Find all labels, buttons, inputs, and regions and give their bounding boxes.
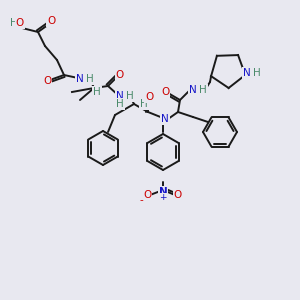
- Text: H: H: [126, 91, 134, 101]
- Text: N: N: [159, 187, 167, 197]
- Text: -: -: [139, 195, 143, 205]
- Text: H: H: [10, 18, 18, 28]
- Text: H: H: [116, 99, 124, 109]
- Text: H: H: [93, 87, 101, 97]
- Text: H: H: [199, 85, 207, 95]
- Text: H: H: [86, 74, 94, 84]
- Text: N: N: [189, 85, 197, 95]
- Text: O: O: [43, 76, 51, 86]
- Text: N: N: [243, 68, 251, 78]
- Text: O: O: [143, 190, 151, 200]
- Text: O: O: [116, 70, 124, 80]
- Text: N: N: [116, 91, 124, 101]
- Text: O: O: [47, 16, 55, 26]
- Text: H: H: [254, 68, 261, 78]
- Text: N: N: [161, 114, 169, 124]
- Text: +: +: [159, 194, 167, 202]
- Text: O: O: [145, 92, 153, 102]
- Text: N: N: [76, 74, 84, 84]
- Text: O: O: [161, 87, 169, 97]
- Text: O: O: [174, 190, 182, 200]
- Text: H: H: [140, 99, 148, 109]
- Text: O: O: [16, 18, 24, 28]
